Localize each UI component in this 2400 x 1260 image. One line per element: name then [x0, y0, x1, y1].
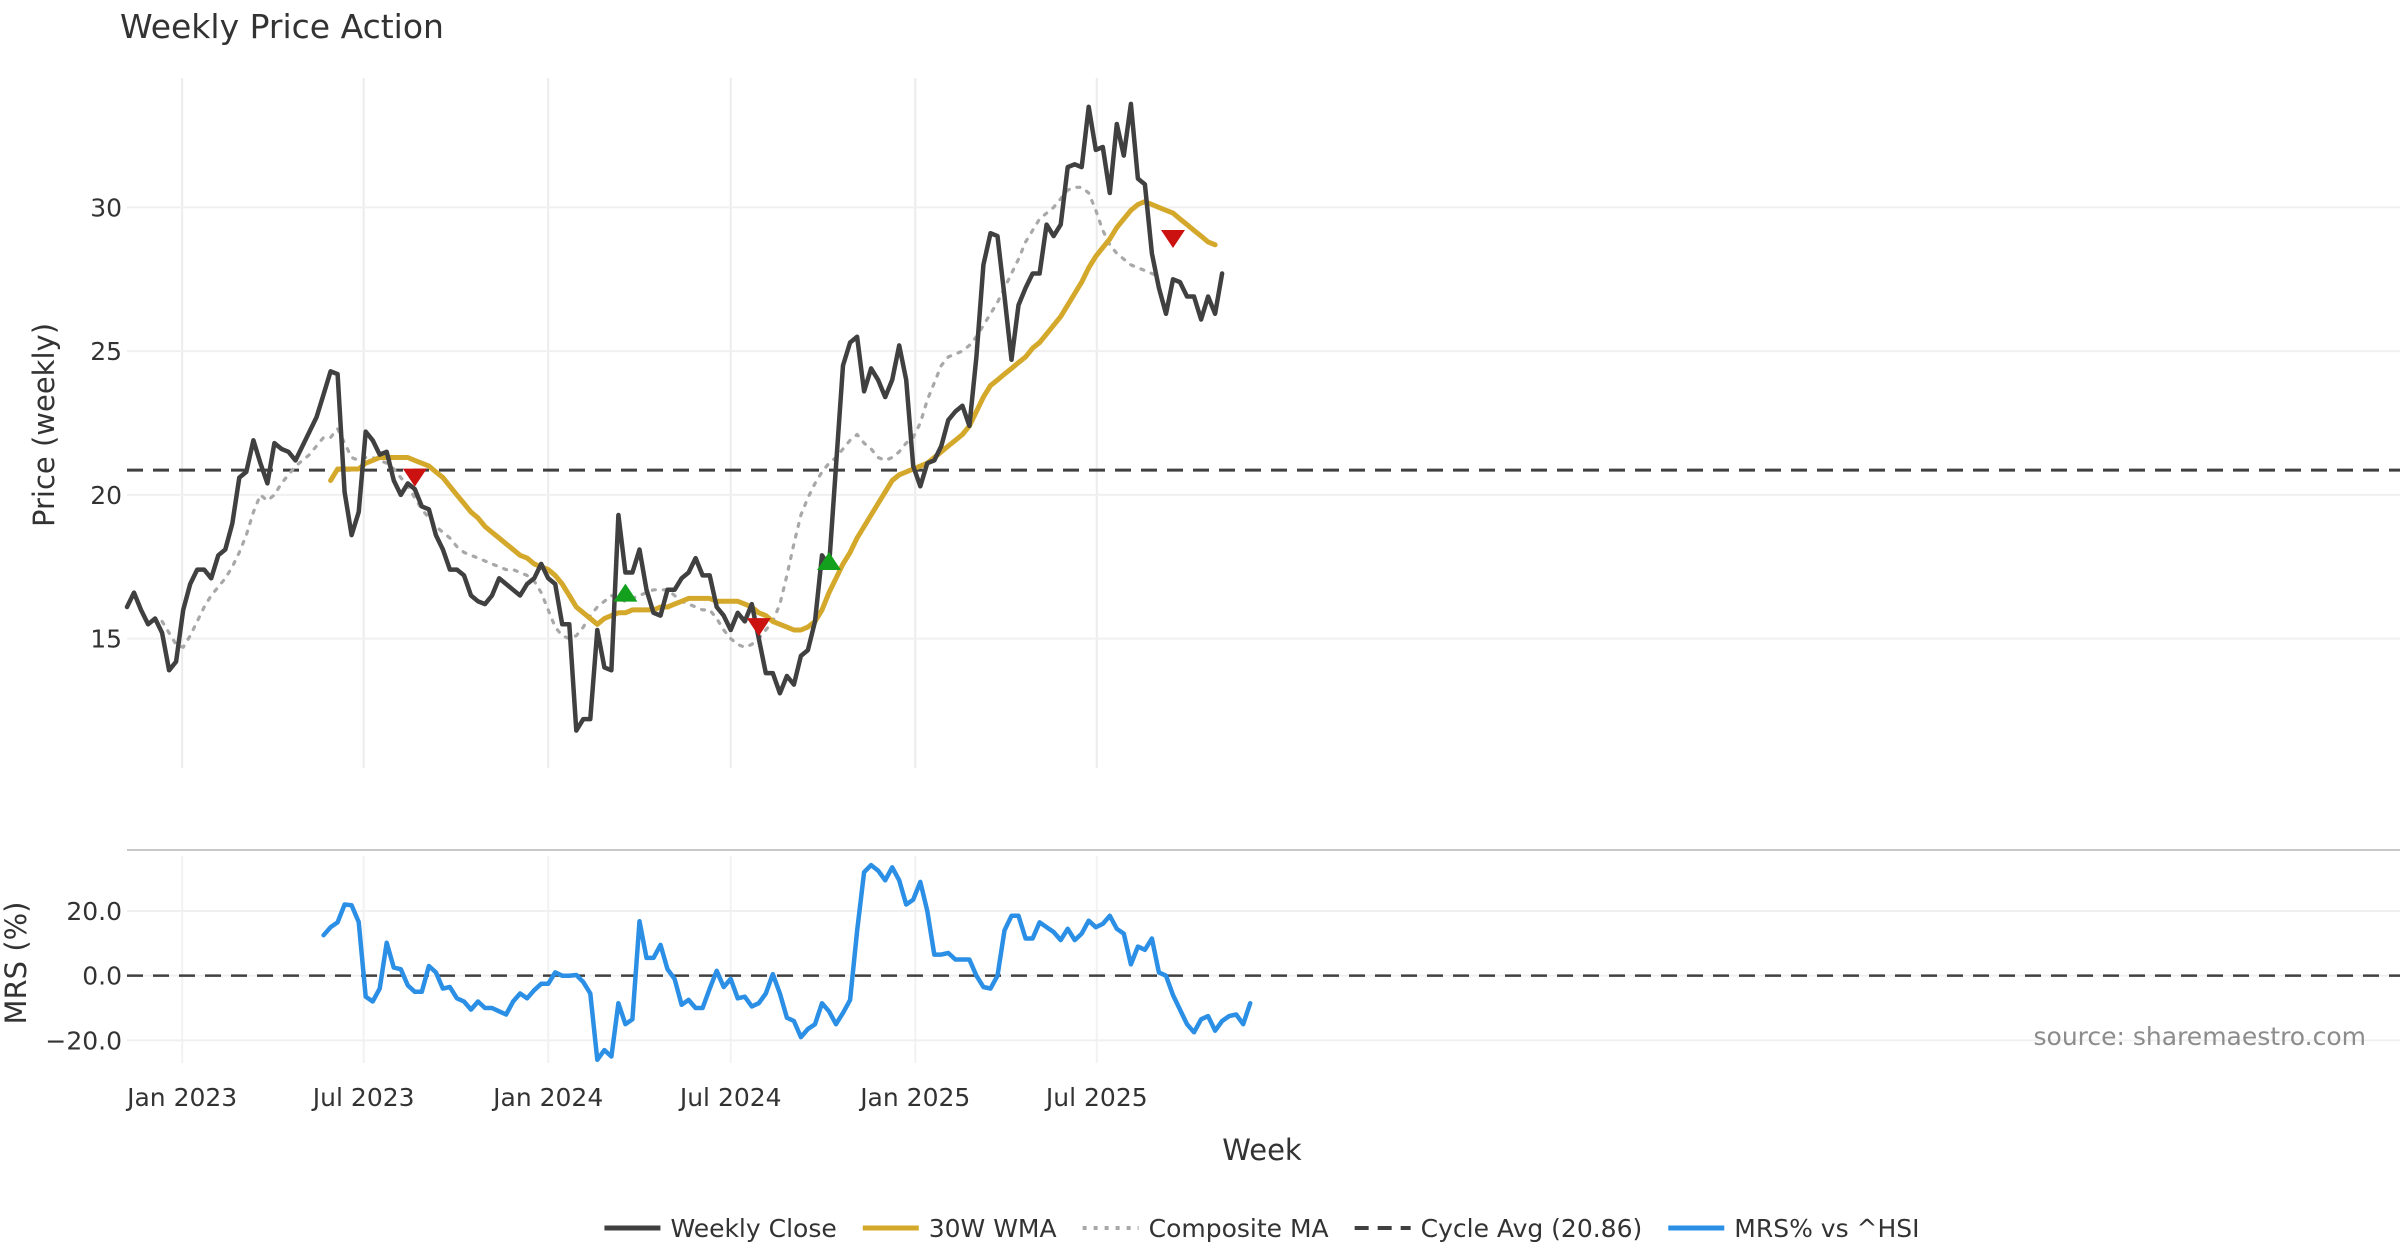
mrs-gridlines	[127, 856, 2400, 1063]
x-tick-jul-2024: Jul 2024	[678, 1083, 782, 1112]
legend-label-composite-ma: Composite MA	[1149, 1214, 1329, 1243]
price-y-tick-30: 30	[90, 193, 122, 222]
x-tick-jan-2024: Jan 2024	[491, 1083, 603, 1112]
x-tick-jul-2025: Jul 2025	[1044, 1083, 1148, 1112]
sell-signal-marker-0	[402, 468, 427, 487]
legend-label-cycle-avg-20-86: Cycle Avg (20.86)	[1421, 1214, 1643, 1243]
buy-signal-marker-1	[613, 583, 638, 602]
sell-signal-marker-2	[746, 618, 771, 637]
legend-label-weekly-close: Weekly Close	[670, 1214, 836, 1243]
price-y-tick-25: 25	[90, 337, 122, 366]
mrs-y-tick-2: −20.0	[45, 1026, 122, 1055]
price-gridlines	[127, 78, 2400, 768]
x-tick-jul-2023: Jul 2023	[311, 1083, 415, 1112]
series-composite-ma	[160, 185, 1161, 649]
price-y-tick-labels: 15 20 25 30	[90, 193, 122, 653]
x-axis-label: Week	[1222, 1133, 1302, 1167]
x-tick-jan-2023: Jan 2023	[125, 1083, 237, 1112]
sell-signal-marker-4	[1160, 230, 1185, 248]
legend-item-mrs-vs-hsi: MRS% vs ^HSI	[1668, 1214, 1920, 1243]
legend-item-weekly-close: Weekly Close	[604, 1214, 837, 1243]
price-y-axis-label: Price (weekly)	[27, 323, 61, 527]
mrs-series-layer	[127, 862, 2400, 1063]
legend-label-mrs-vs-hsi: MRS% vs ^HSI	[1734, 1214, 1919, 1243]
legend-item-cycle-avg-20-86: Cycle Avg (20.86)	[1354, 1214, 1643, 1243]
mrs-y-tick-1: 0.0	[82, 962, 122, 991]
mrs-y-tick-labels: 20.0 0.0 −20.0	[45, 897, 122, 1055]
price-y-tick-15: 15	[90, 625, 122, 654]
series-weekly-close	[124, 101, 1225, 733]
x-tick-jan-2025: Jan 2025	[858, 1083, 970, 1112]
x-tick-labels: Jan 2023 Jul 2023 Jan 2024 Jul 2024 Jan 2025…	[125, 1083, 1148, 1112]
series-mrs-vs-hsi	[321, 862, 1253, 1063]
legend-label-30w-wma: 30W WMA	[929, 1214, 1057, 1243]
price-series-layer	[124, 101, 2400, 733]
chart-title: Weekly Price Action	[120, 7, 444, 46]
series-30w-wma	[328, 199, 1218, 633]
legend-item-composite-ma: Composite MA	[1082, 1214, 1329, 1243]
price-y-tick-20: 20	[90, 481, 122, 510]
source-annotation: source: sharemaestro.com	[2034, 1022, 2367, 1051]
chart-legend: Weekly Close 30W WMA Composite MA Cycle Avg…	[604, 1214, 1920, 1243]
mrs-y-tick-0: 20.0	[66, 897, 122, 926]
legend-item-30w-wma: 30W WMA	[862, 1214, 1057, 1243]
mrs-y-axis-label: MRS (%)	[0, 902, 33, 1025]
signal-markers	[402, 230, 1185, 637]
buy-signal-marker-3	[817, 552, 841, 570]
